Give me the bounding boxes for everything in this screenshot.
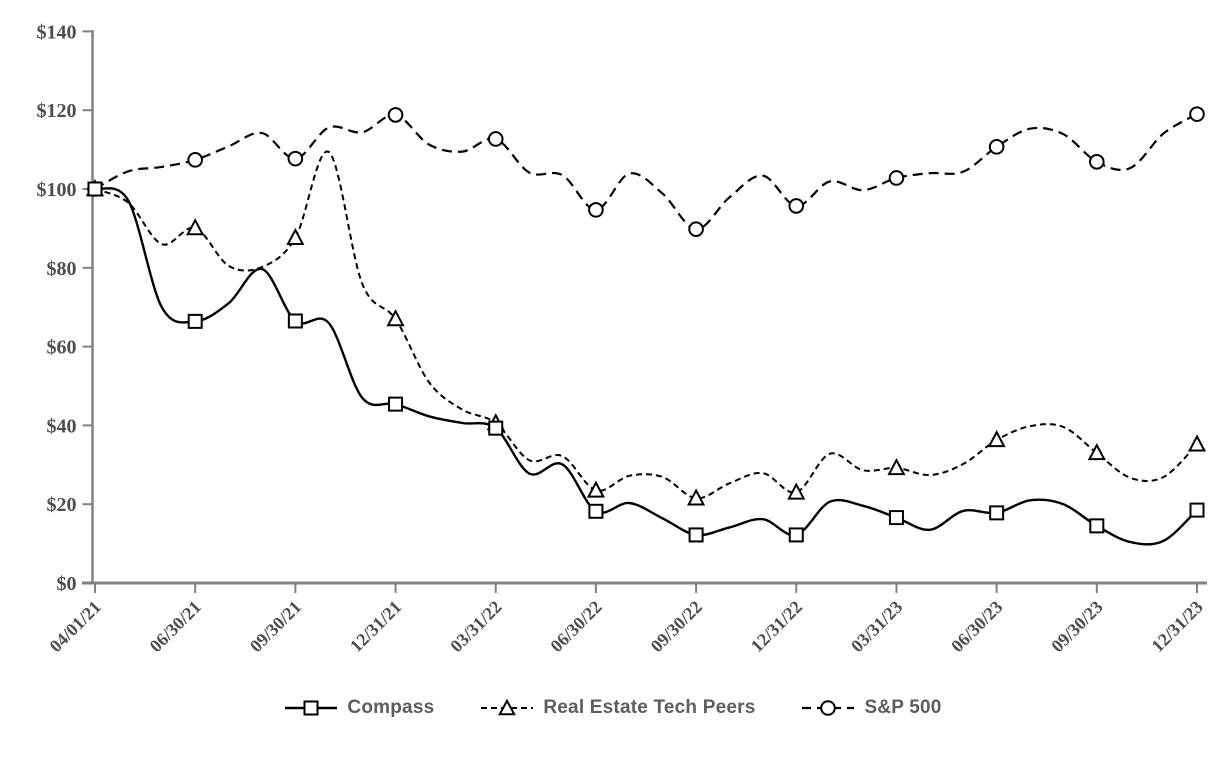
legend-label-compass: Compass bbox=[347, 697, 435, 718]
legend-label-real-estate-tech-peers: Real Estate Tech Peers bbox=[543, 697, 756, 718]
compass-marker bbox=[1089, 518, 1105, 534]
compass-marker bbox=[788, 527, 804, 543]
x-axis-tick-label: 09/30/22 bbox=[647, 597, 706, 656]
s-p-500-marker bbox=[287, 150, 304, 167]
compass-marker bbox=[287, 313, 303, 329]
compass-line bbox=[94, 187, 1198, 546]
x-axis-tick-label: 06/30/21 bbox=[146, 597, 205, 656]
s-p-500-marker bbox=[788, 198, 805, 214]
legend-item-sp500: S&P 500 bbox=[801, 697, 941, 719]
real-estate-tech-peers-marker bbox=[787, 482, 806, 500]
real-estate-tech-peers-marker bbox=[887, 458, 906, 476]
peers-triangle-swatch-icon bbox=[481, 699, 534, 716]
real-estate-tech-peers-line bbox=[94, 150, 1198, 500]
real-estate-tech-peers-marker bbox=[987, 430, 1006, 448]
real-estate-tech-peers-marker bbox=[586, 480, 605, 498]
compass-marker bbox=[187, 313, 203, 329]
s-p-500-marker bbox=[988, 139, 1005, 155]
s-p-500-marker bbox=[1189, 106, 1205, 122]
y-axis-tick-label: $60 bbox=[47, 337, 77, 359]
s-p-500-line bbox=[94, 113, 1198, 231]
y-axis-tick-label: $100 bbox=[37, 179, 77, 201]
y-axis-tick-label: $80 bbox=[47, 258, 77, 280]
compass-square-swatch-icon bbox=[285, 700, 338, 716]
real-estate-tech-peers-marker bbox=[186, 218, 205, 236]
compass-marker bbox=[688, 527, 704, 543]
x-axis-tick-label: 03/31/23 bbox=[847, 597, 906, 656]
y-axis-tick-label: $140 bbox=[37, 21, 77, 43]
y-axis-tick-label: $0 bbox=[57, 573, 77, 595]
s-p-500-marker bbox=[588, 202, 604, 218]
s-p-500-marker bbox=[888, 170, 905, 186]
real-estate-tech-peers-marker bbox=[687, 488, 706, 506]
y-axis-tick-label: $40 bbox=[47, 415, 77, 437]
x-axis-tick-label: 12/31/22 bbox=[747, 597, 806, 656]
legend-item-compass: Compass bbox=[284, 697, 434, 719]
x-axis-tick-label: 06/30/22 bbox=[546, 597, 605, 656]
x-axis-tick-label: 09/30/23 bbox=[1047, 597, 1106, 656]
real-estate-tech-peers-marker bbox=[1187, 434, 1207, 452]
x-axis-tick-label: 04/01/21 bbox=[45, 597, 104, 656]
s-p-500-marker bbox=[187, 152, 203, 168]
x-axis-tick-label: 12/31/23 bbox=[1147, 597, 1206, 656]
compass-marker bbox=[588, 503, 604, 519]
real-estate-tech-peers-marker bbox=[386, 309, 405, 327]
compass-marker bbox=[488, 420, 504, 436]
legend-item-real-estate-tech-peers: Real Estate Tech Peers bbox=[480, 697, 755, 719]
sp500-circle-swatch-icon bbox=[802, 700, 855, 716]
x-axis-tick-label: 03/31/22 bbox=[446, 597, 505, 656]
s-p-500-marker bbox=[487, 131, 504, 147]
legend-label-sp500: S&P 500 bbox=[864, 697, 942, 718]
x-axis-tick-label: 06/30/23 bbox=[947, 597, 1006, 656]
chart-legend: Compass Real Estate Tech Peers S&P 500 bbox=[0, 697, 1226, 719]
compass-marker bbox=[989, 505, 1005, 521]
s-p-500-marker bbox=[688, 221, 704, 237]
y-axis-tick-label: $20 bbox=[47, 494, 77, 516]
compass-marker bbox=[87, 181, 103, 197]
real-estate-tech-peers-marker bbox=[286, 227, 305, 246]
s-p-500-marker bbox=[387, 107, 404, 123]
x-axis-tick-label: 12/31/21 bbox=[346, 597, 405, 656]
compass-marker bbox=[388, 396, 404, 412]
compass-marker bbox=[888, 510, 904, 526]
y-axis-tick-label: $120 bbox=[37, 100, 77, 122]
s-p-500-marker bbox=[1089, 154, 1105, 170]
compass-marker bbox=[1189, 502, 1205, 518]
real-estate-tech-peers-marker bbox=[1087, 443, 1106, 461]
x-axis-tick-label: 09/30/21 bbox=[246, 597, 305, 656]
